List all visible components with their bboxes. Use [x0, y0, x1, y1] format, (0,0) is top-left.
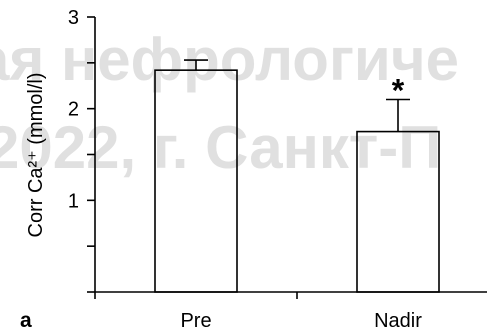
- significance-asterisk: *: [392, 73, 405, 109]
- y-tick-label: 3: [68, 7, 79, 29]
- watermark-line-2: 2022, г. Санкт-П: [0, 114, 441, 181]
- x-tick-label-pre: Pre: [180, 310, 211, 332]
- plot-area: * 1 2 3 Pre Nadir: [68, 7, 487, 332]
- panel-label: a: [20, 309, 32, 332]
- y-tick-label: 1: [68, 190, 79, 212]
- bar-pre: [154, 69, 238, 293]
- x-tick-label-nadir: Nadir: [374, 310, 422, 332]
- y-tick-label: 2: [68, 99, 79, 121]
- y-axis-label: Corr Ca²⁺ (mmol/l): [25, 73, 47, 238]
- watermark: ая нефрологиче 2022, г. Санкт-П: [0, 26, 459, 181]
- watermark-line-1: ая нефрологиче: [0, 26, 459, 93]
